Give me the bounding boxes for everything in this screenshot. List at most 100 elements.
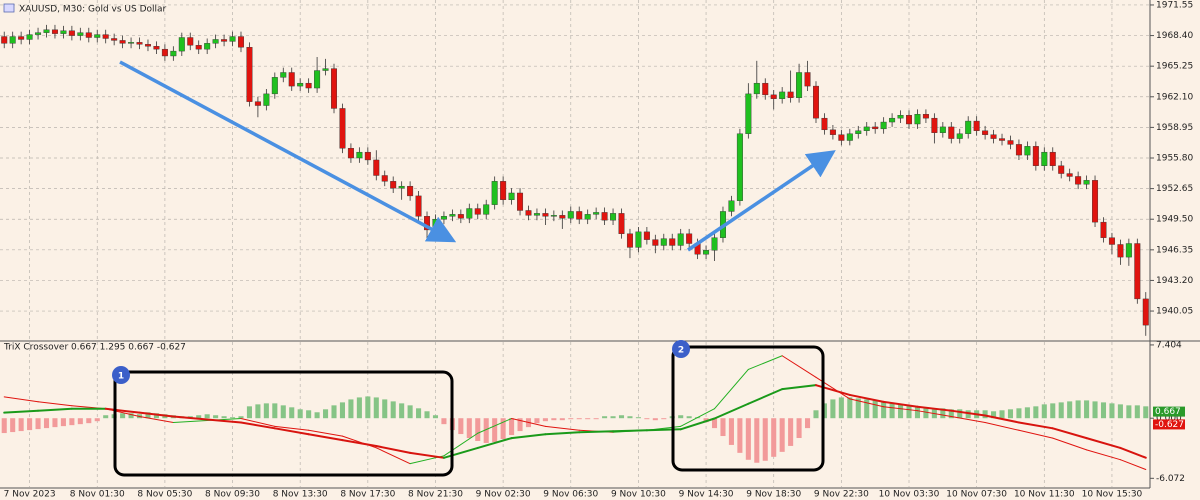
y-tick-label: 1955.80 bbox=[1156, 153, 1193, 163]
histogram-bar bbox=[43, 418, 50, 429]
histogram-bar bbox=[255, 404, 261, 419]
candle-body bbox=[711, 237, 718, 251]
candle-body bbox=[263, 93, 270, 106]
histogram-bar bbox=[86, 418, 92, 424]
candle-body bbox=[533, 213, 540, 216]
indicator-line bbox=[781, 384, 817, 391]
candle-body bbox=[889, 117, 896, 123]
histogram-bar bbox=[838, 397, 844, 419]
histogram-bar bbox=[323, 409, 329, 419]
candle-body bbox=[804, 72, 811, 87]
y-tick-label: 7.404 bbox=[1156, 340, 1182, 350]
histogram-bar bbox=[635, 417, 641, 419]
candle-body bbox=[863, 126, 870, 131]
candle-body bbox=[508, 192, 515, 200]
histogram-bar bbox=[382, 399, 388, 419]
indicator-line bbox=[1085, 437, 1122, 449]
indicator-line bbox=[883, 406, 918, 412]
candle-body bbox=[779, 91, 786, 99]
y-tick-label: 1962.10 bbox=[1156, 92, 1193, 102]
candle-body bbox=[1142, 298, 1149, 326]
histogram-bar bbox=[534, 418, 540, 424]
histogram-bar bbox=[559, 418, 565, 421]
candle-body bbox=[153, 46, 160, 50]
indicator-line bbox=[680, 408, 716, 427]
histogram-bar bbox=[864, 399, 870, 419]
indicator-line bbox=[1018, 429, 1054, 439]
histogram-bar bbox=[652, 418, 658, 421]
histogram-bar bbox=[60, 418, 66, 427]
candle-body bbox=[238, 36, 244, 48]
indicator-line bbox=[612, 429, 648, 433]
histogram-bar bbox=[872, 400, 878, 419]
histogram-bar bbox=[661, 418, 667, 420]
histogram-bar bbox=[280, 405, 286, 419]
indicator-line bbox=[104, 407, 141, 414]
candle-body bbox=[449, 214, 456, 217]
x-tick-label: 7 Nov 2023 bbox=[4, 490, 56, 500]
indicator-line bbox=[849, 398, 885, 408]
histogram-bar bbox=[906, 405, 912, 419]
candle-body bbox=[787, 91, 794, 98]
candle-body bbox=[829, 129, 836, 135]
histogram-bar bbox=[948, 409, 954, 419]
candle-body bbox=[1117, 244, 1124, 258]
histogram-bar bbox=[27, 418, 33, 431]
candle-body bbox=[18, 36, 25, 40]
candle-body bbox=[956, 133, 963, 139]
histogram-bar bbox=[1, 418, 7, 434]
histogram-bar bbox=[517, 418, 523, 432]
histogram-bar bbox=[416, 408, 422, 419]
candle-body bbox=[466, 208, 473, 219]
candle-body bbox=[990, 134, 997, 139]
candle-body bbox=[314, 70, 321, 89]
histogram-bar bbox=[771, 418, 777, 457]
candle-body bbox=[119, 40, 126, 44]
candle-body bbox=[576, 211, 583, 220]
indicator-line bbox=[307, 433, 344, 442]
candle-body bbox=[254, 101, 261, 106]
histogram-bar bbox=[762, 418, 768, 461]
indicator-line bbox=[442, 446, 479, 459]
candle-body bbox=[973, 120, 980, 131]
histogram-bar bbox=[145, 412, 151, 419]
histogram-bar bbox=[1024, 407, 1030, 419]
histogram-bar bbox=[221, 416, 227, 419]
histogram-bar bbox=[1134, 405, 1140, 419]
candle-body bbox=[195, 45, 202, 50]
candle-body bbox=[906, 115, 912, 125]
candle-body bbox=[1032, 146, 1039, 166]
histogram-bar bbox=[940, 408, 946, 419]
candle-body bbox=[373, 159, 380, 176]
histogram-bar bbox=[314, 412, 320, 419]
histogram-bar bbox=[458, 418, 464, 435]
candle-body bbox=[813, 85, 819, 119]
histogram-bar bbox=[128, 413, 134, 419]
x-tick-label: 8 Nov 09:30 bbox=[205, 490, 260, 500]
candle-body bbox=[1041, 151, 1048, 166]
y-tick-label: 1946.35 bbox=[1156, 245, 1193, 255]
candle-body bbox=[872, 126, 879, 130]
indicator-line bbox=[341, 439, 378, 448]
x-tick-label: 9 Nov 06:30 bbox=[543, 490, 598, 500]
indicator-line bbox=[139, 416, 174, 423]
histogram-bar bbox=[246, 406, 252, 419]
candle-body bbox=[626, 233, 633, 248]
candle-body bbox=[43, 29, 50, 33]
indicator-line bbox=[1051, 427, 1088, 440]
indicator-line bbox=[950, 409, 987, 417]
histogram-bar bbox=[1143, 406, 1149, 419]
candle-body bbox=[517, 192, 524, 211]
histogram-bar bbox=[1041, 404, 1047, 419]
x-tick-label: 8 Nov 01:30 bbox=[70, 490, 125, 500]
histogram-bar bbox=[365, 396, 371, 419]
histogram-bar bbox=[390, 401, 396, 419]
candle-body bbox=[322, 68, 329, 71]
symbol-icon bbox=[3, 3, 15, 13]
y-tick-label: 1971.55 bbox=[1156, 0, 1193, 10]
y-tick-label: 1952.65 bbox=[1156, 184, 1193, 194]
chart-title: XAUUSD, M30: Gold vs US Dollar bbox=[19, 5, 167, 15]
candle-body bbox=[102, 34, 109, 39]
candle-body bbox=[347, 148, 354, 159]
